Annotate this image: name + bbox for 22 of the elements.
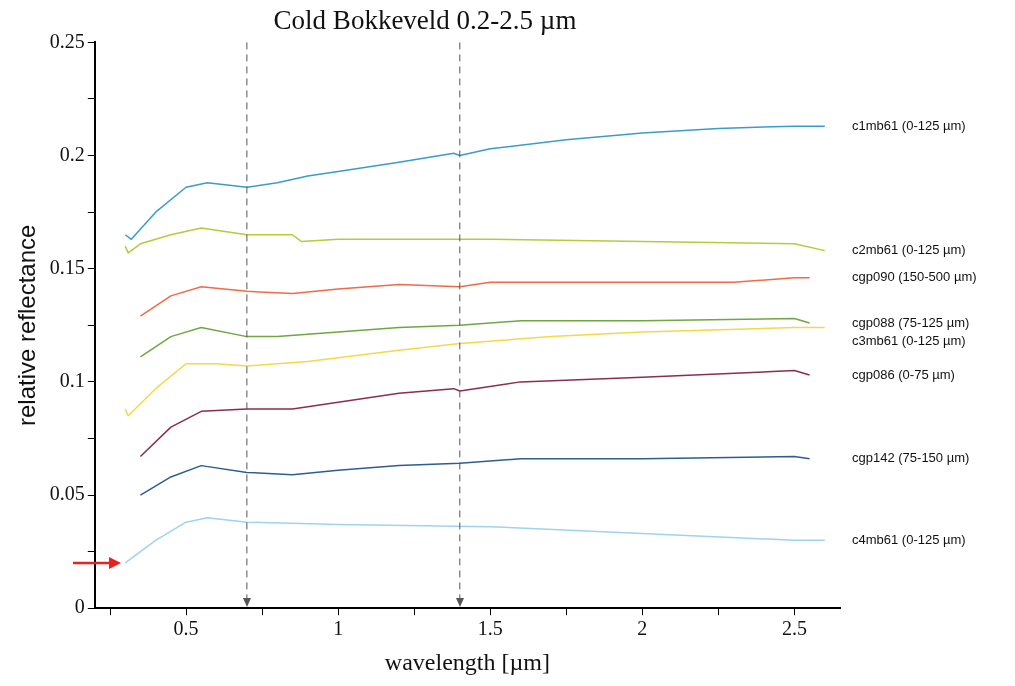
y-tick-label: 0.05: [49, 482, 85, 505]
text: c2mb61 (0-125 µm): [852, 242, 966, 258]
text: cgp142 (75-150 µm): [852, 450, 970, 466]
x-tick-label: 2: [637, 617, 648, 640]
y-axis-title: relative reflectance: [13, 224, 41, 427]
x-tick-label: 1: [333, 617, 344, 640]
x-axis-title: wavelength [µm]: [384, 648, 550, 675]
y-tick-label: 0.1: [59, 369, 85, 392]
y-tick-label: 0.2: [59, 142, 85, 165]
y-tick-label: 0: [74, 595, 85, 618]
text: c3mb61 (0-125 µm): [852, 332, 966, 348]
text: cgp090 (150-500 µm): [852, 269, 977, 285]
x-tick-label: 1.5: [477, 617, 503, 640]
text: cgp088 (75-125 µm): [852, 314, 970, 330]
x-tick-label: 2.5: [781, 617, 807, 640]
chart-title: Cold Bokkeveld 0.2-2.5 µm: [273, 5, 577, 36]
y-tick-label: 0.25: [49, 29, 85, 52]
text: c1mb61 (0-125 µm): [852, 117, 966, 133]
text: cgp086 (0-75 µm): [852, 366, 955, 382]
y-tick-label: 0.15: [49, 255, 85, 278]
x-tick-label: 0.5: [173, 617, 199, 640]
text: c4mb61 (0-125 µm): [852, 531, 966, 547]
